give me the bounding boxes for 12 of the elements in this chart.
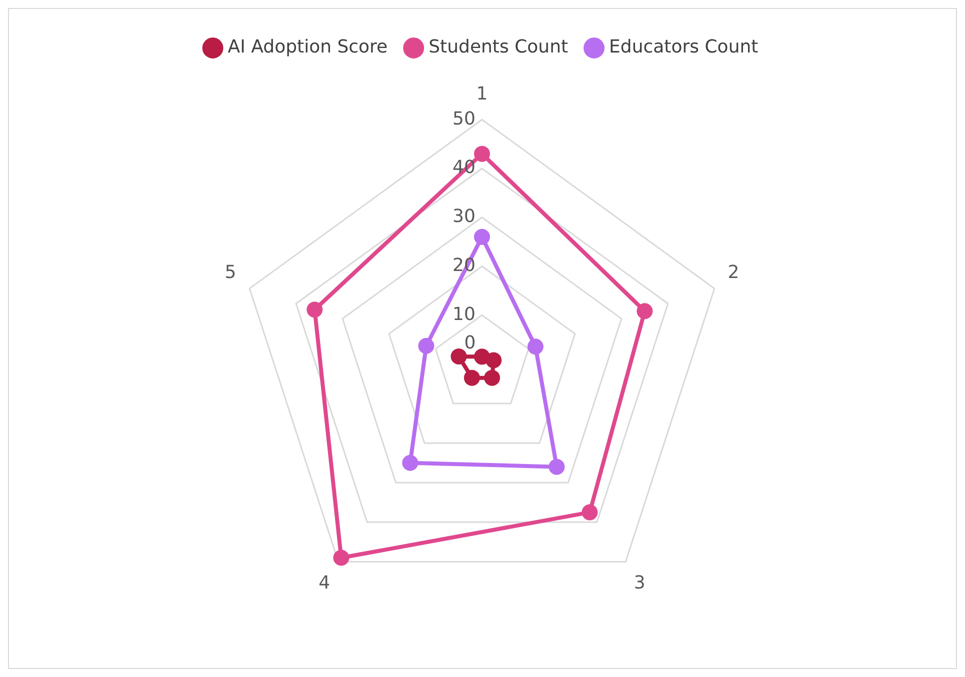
- spoke-label: 3: [634, 572, 646, 594]
- spoke-label: 5: [224, 262, 236, 284]
- spoke-label: 4: [318, 572, 330, 594]
- spoke-label: 2: [728, 262, 740, 284]
- spoke-label: 1: [476, 83, 488, 104]
- y-tick-label: 0: [464, 332, 476, 354]
- y-tick-label: 10: [452, 304, 476, 325]
- y-tick-label: 50: [452, 108, 476, 130]
- legend-label: AI Adoption Score: [228, 36, 388, 58]
- y-tick-label: 30: [452, 206, 476, 228]
- legend-label: Educators Count: [609, 36, 758, 58]
- legend-label: Students Count: [428, 36, 568, 58]
